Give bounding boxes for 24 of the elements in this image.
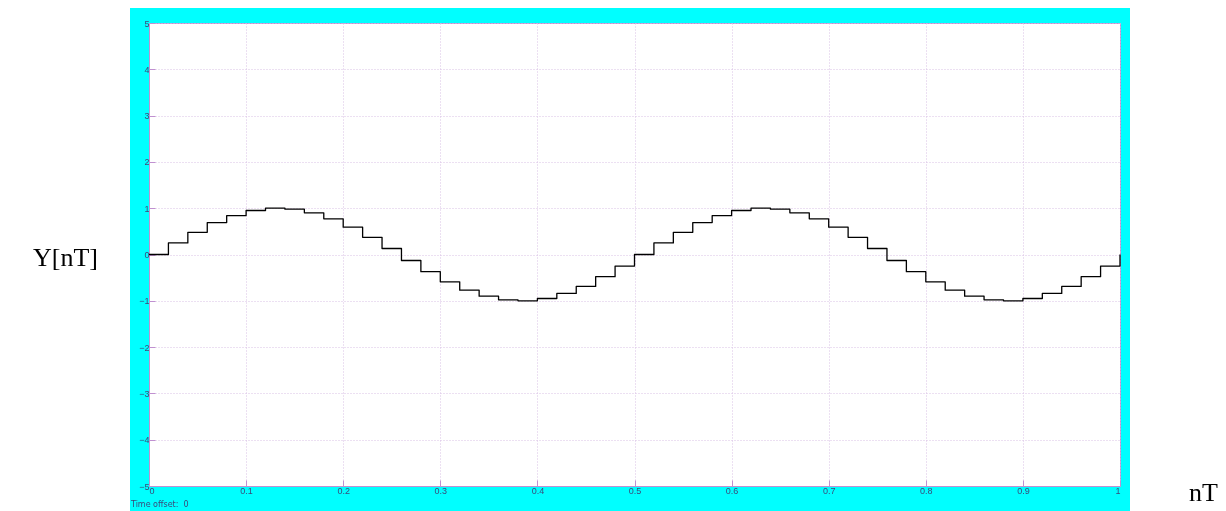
y-tick-label: 4 [144, 64, 150, 75]
y-tick-label: −2 [139, 342, 150, 353]
x-axis-title: nT [1189, 477, 1219, 507]
x-tick-label: 0.6 [725, 485, 739, 496]
x-tick-label: 0.5 [628, 485, 642, 496]
y-tick-label: 2 [144, 157, 150, 168]
x-tick-label: 0.1 [240, 485, 253, 496]
x-tick-label: 1 [1115, 485, 1121, 496]
x-tick-label: 0.4 [531, 485, 545, 496]
x-tick-label: 0.3 [434, 485, 448, 496]
x-tick-label: 0.7 [822, 485, 836, 496]
y-axis-title: Y[nT] [33, 242, 98, 272]
x-tick-label: 0.2 [337, 485, 350, 496]
y-tick-label: 0 [144, 250, 150, 260]
y-tick-label: −3 [139, 388, 150, 399]
y-tick-label: 1 [144, 203, 150, 214]
x-tick-label: 0.8 [920, 485, 933, 496]
y-tick-label: 3 [144, 111, 150, 122]
y-tick-label: −4 [139, 435, 150, 446]
x-tick-label: 0.9 [1017, 485, 1030, 496]
y-tick-label: −5 [139, 481, 150, 492]
y-tick-label: 5 [144, 18, 150, 29]
text: Time offset: 0 [131, 500, 189, 509]
y-tick-label: −1 [139, 296, 150, 307]
